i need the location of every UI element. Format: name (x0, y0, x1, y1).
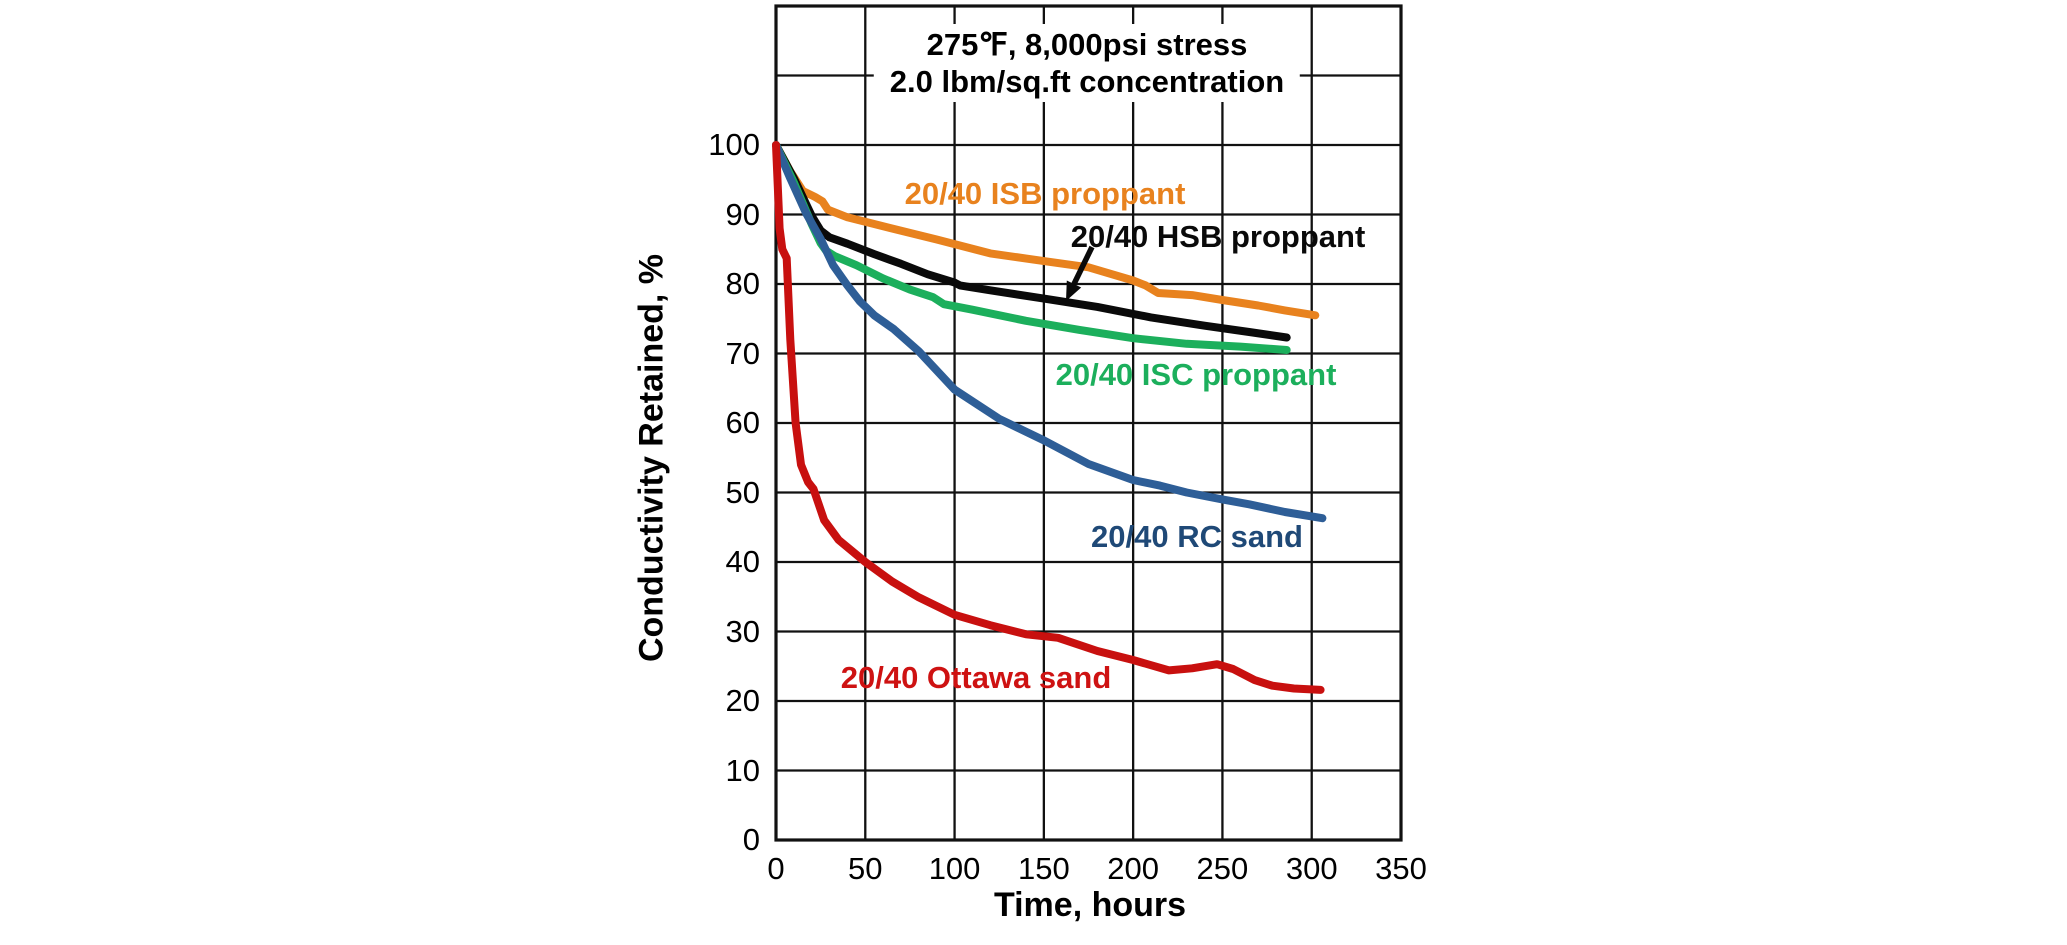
y-tick-label: 20 (725, 683, 760, 718)
series-label-rc: 20/40 RC sand (1091, 519, 1303, 554)
y-tick-label: 80 (725, 266, 760, 301)
x-tick-label: 350 (1375, 851, 1427, 886)
series-label-isc: 20/40 ISC proppant (1055, 357, 1337, 392)
y-axis-title: Conductivity Retained, % (632, 253, 671, 663)
y-tick-label: 70 (725, 335, 760, 371)
series-curve-rc (772, 141, 1327, 523)
chart-annotation-title: 275℉, 8,000psi stress 2.0 lbm/sq.ft conc… (873, 24, 1301, 102)
series-curve-ottawa (772, 141, 1325, 694)
annotation-line-2: 2.0 lbm/sq.ft concentration (889, 64, 1285, 99)
y-tick-label: 100 (708, 127, 760, 162)
x-tick-label: 50 (848, 851, 883, 886)
y-tick-label: 0 (742, 822, 760, 857)
y-tick-label: 50 (725, 474, 760, 510)
hsb-annotation-arrow-line (1071, 245, 1095, 286)
y-tick-label: 60 (725, 405, 760, 440)
series-curve-hsb (772, 141, 1291, 342)
y-tick-label: 90 (725, 196, 760, 232)
series-label-hsb: 20/40 HSB proppant (1070, 219, 1366, 254)
y-tick-label: 30 (725, 613, 760, 649)
plot-border (774, 4, 1403, 842)
x-tick-label: 150 (1017, 851, 1070, 886)
x-axis-title: Time, hours (993, 886, 1187, 924)
x-tick-label: 250 (1196, 851, 1249, 886)
series-curve-isb (772, 141, 1320, 320)
x-tick-label: 100 (928, 851, 981, 886)
x-tick-label: 200 (1107, 851, 1160, 886)
x-tick-label: 0 (767, 851, 785, 886)
y-tick-label: 40 (725, 544, 760, 579)
grid-lines (774, 4, 1403, 842)
y-tick-label: 10 (725, 752, 760, 788)
annotation-line-1: 275℉, 8,000psi stress (926, 27, 1248, 62)
hsb-annotation-arrow-head (1066, 280, 1082, 301)
series-label-ottawa: 20/40 Ottawa sand (840, 660, 1112, 695)
x-tick-label: 300 (1285, 851, 1338, 886)
series-label-isb: 20/40 ISB proppant (904, 176, 1186, 211)
